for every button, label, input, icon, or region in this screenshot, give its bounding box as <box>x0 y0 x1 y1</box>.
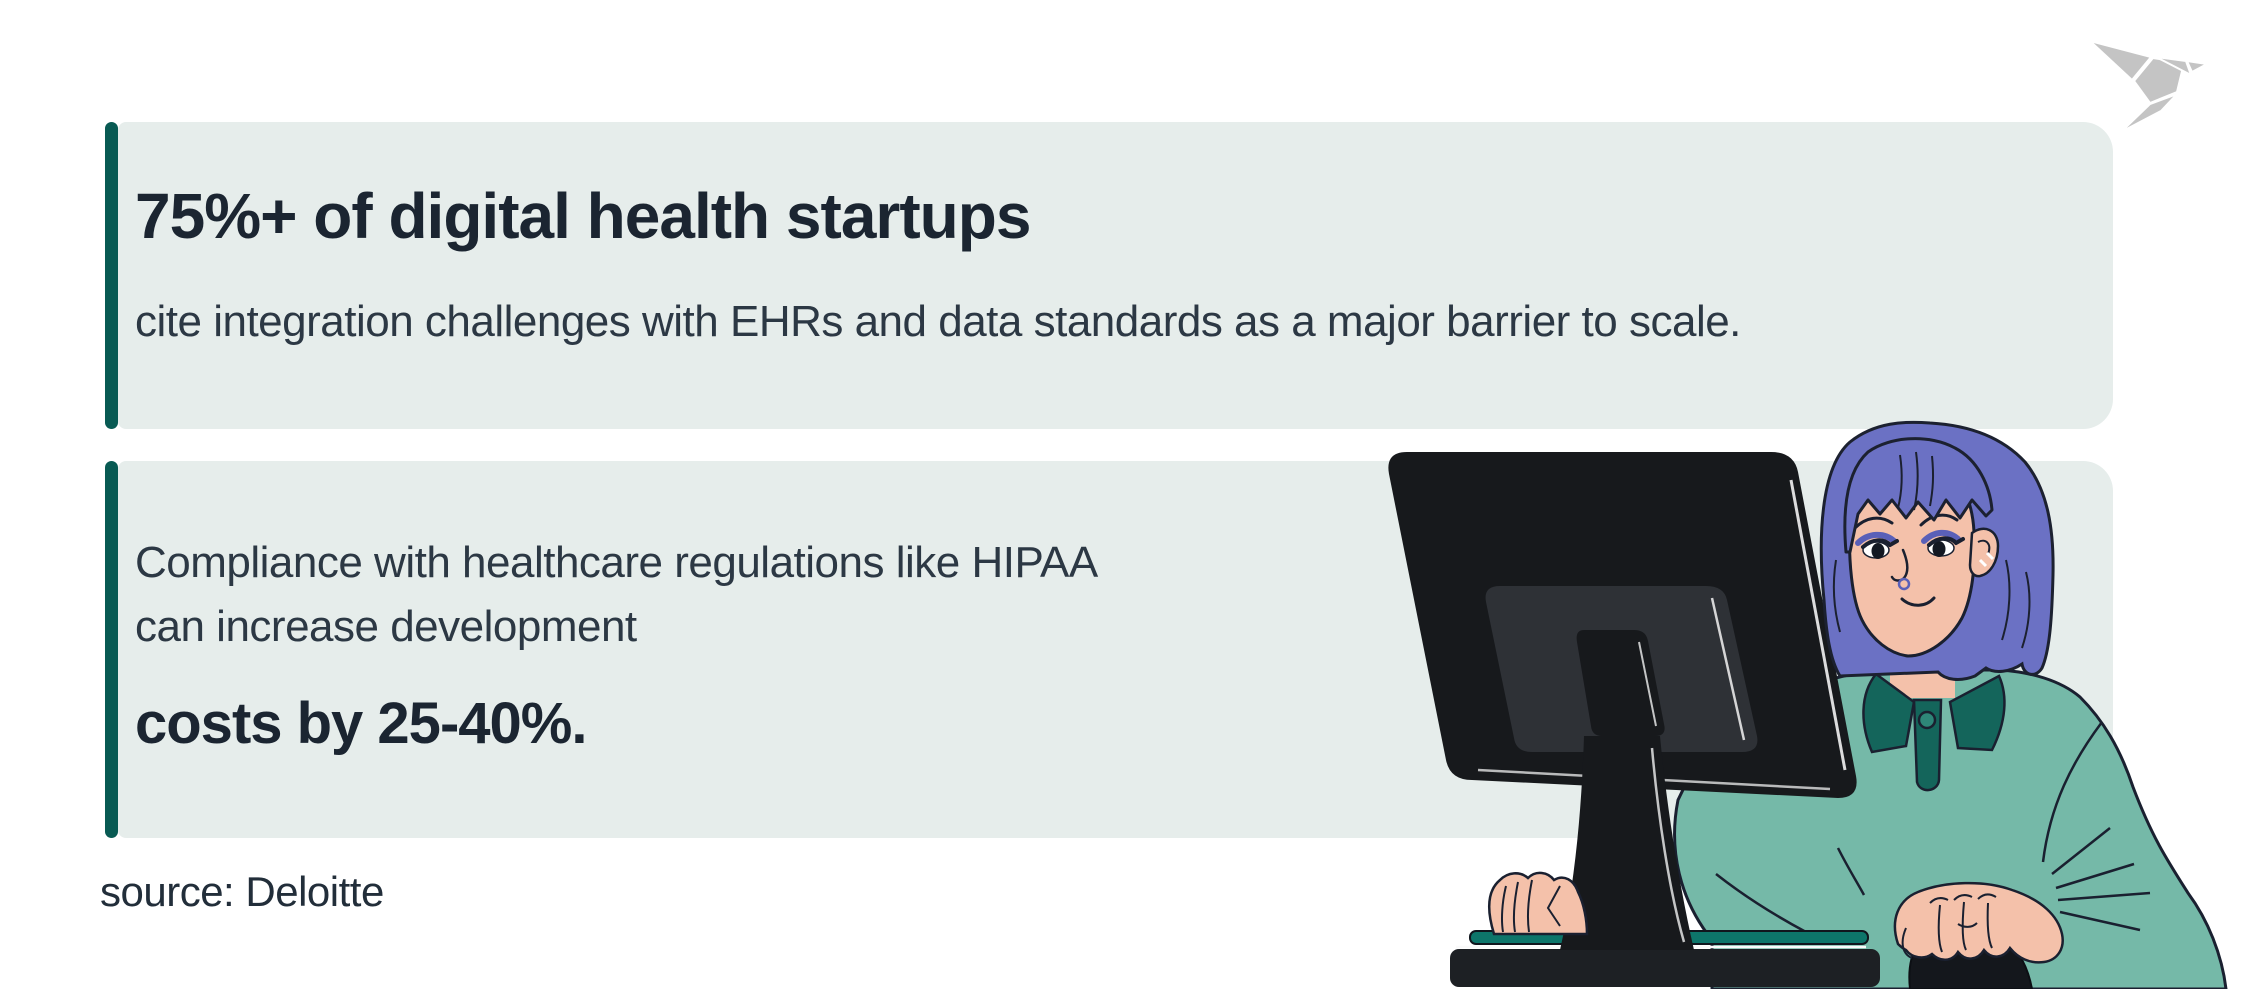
woman-at-computer-illustration <box>1388 420 2228 989</box>
left-hand <box>1487 871 1589 936</box>
right-hand <box>1893 881 2064 964</box>
origami-bird-icon <box>2089 40 2208 133</box>
stat-card-2-body-line1: Compliance with healthcare regulations l… <box>135 538 1098 587</box>
eyeshadow-left <box>1855 531 1897 546</box>
stat-card-1-accent-bar <box>105 122 118 429</box>
stat-card-2-heading: costs by 25-40%. <box>135 691 587 756</box>
eyebrow-right <box>1919 513 1959 527</box>
stat-card-2-body-line2: can increase development <box>135 602 637 651</box>
monitor <box>1388 452 1857 798</box>
septum-ring <box>1897 577 1911 591</box>
smile <box>1900 596 1936 607</box>
stat-card-1-heading: 75%+ of digital health startups <box>135 180 1031 252</box>
eyebrow-left <box>1853 516 1894 530</box>
earring <box>1978 551 1995 568</box>
face-features <box>1853 513 1965 607</box>
monitor-edge-highlight <box>1789 479 1847 771</box>
ear <box>1968 527 2000 578</box>
stat-card-1 <box>118 122 2113 429</box>
collar <box>1862 672 2006 792</box>
eyeshadow-right <box>1921 529 1961 544</box>
bird-body <box>2133 57 2185 104</box>
bird-tail <box>2120 93 2178 133</box>
shirt-wrinkle-lines <box>1715 721 2151 934</box>
bird-head <box>2155 56 2192 76</box>
stat-card-1-body: cite integration challenges with EHRs an… <box>135 297 1741 346</box>
monitor-stand <box>1560 736 1694 950</box>
stat-card-2-body: Compliance with healthcare regulations l… <box>135 531 1098 659</box>
stat-card-2-accent-bar <box>105 461 118 838</box>
source-caption: source: Deloitte <box>100 868 384 915</box>
collar-button <box>1917 710 1937 730</box>
bird-wing <box>2089 40 2152 81</box>
woman-bangs <box>1832 437 2031 649</box>
finger-ring <box>1957 922 1978 928</box>
bird-beak <box>2186 60 2208 73</box>
